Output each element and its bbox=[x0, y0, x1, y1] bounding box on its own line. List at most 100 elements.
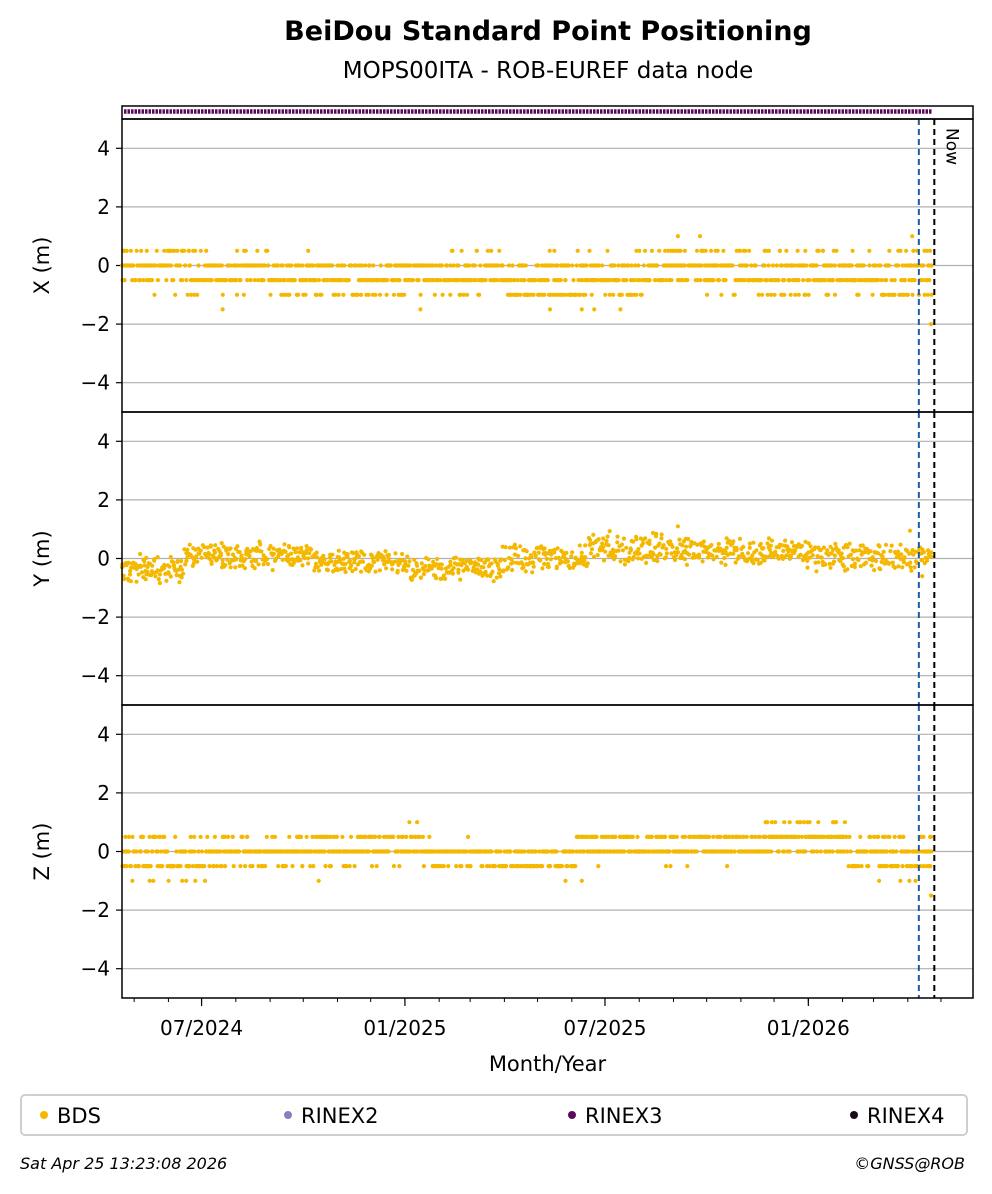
data-point-x bbox=[853, 278, 859, 283]
outlier-point-z bbox=[579, 878, 584, 883]
data-point-z bbox=[807, 820, 812, 825]
data-point-x bbox=[186, 248, 191, 253]
data-point-y bbox=[271, 551, 276, 557]
data-point-y bbox=[626, 559, 631, 564]
data-point-y bbox=[548, 557, 554, 562]
ytick-label-x: 4 bbox=[97, 136, 110, 160]
data-point-y bbox=[577, 543, 582, 548]
data-point-x bbox=[823, 278, 828, 283]
data-point-x bbox=[884, 278, 889, 283]
data-point-x bbox=[164, 278, 169, 283]
data-point-y bbox=[237, 549, 242, 555]
data-point-y bbox=[589, 547, 595, 552]
data-point-x bbox=[626, 263, 631, 268]
data-point-y bbox=[616, 548, 621, 553]
data-point-y bbox=[664, 551, 670, 556]
xtick-label: 01/2026 bbox=[767, 1016, 850, 1040]
data-point-y bbox=[624, 545, 629, 550]
data-point-z bbox=[238, 864, 243, 869]
data-point-z bbox=[489, 849, 494, 854]
data-point-y bbox=[258, 542, 263, 547]
data-point-x bbox=[904, 248, 909, 253]
data-point-y bbox=[773, 549, 778, 554]
data-point-z bbox=[668, 864, 673, 869]
data-point-x bbox=[649, 248, 655, 253]
data-point-x bbox=[765, 292, 770, 297]
data-point-z bbox=[240, 834, 245, 840]
data-point-y bbox=[289, 551, 294, 556]
data-point-z bbox=[308, 864, 313, 869]
data-point-y bbox=[209, 559, 214, 564]
data-point-y bbox=[453, 555, 458, 560]
data-point-z bbox=[145, 849, 150, 854]
data-point-y bbox=[823, 562, 828, 567]
data-point-y bbox=[536, 550, 541, 555]
data-point-z bbox=[548, 864, 553, 869]
data-point-z bbox=[174, 849, 179, 854]
data-point-y bbox=[538, 558, 543, 563]
data-point-x bbox=[669, 278, 674, 283]
data-point-x bbox=[509, 278, 514, 283]
data-point-x bbox=[506, 263, 512, 268]
data-point-z bbox=[738, 834, 743, 840]
data-point-y bbox=[845, 567, 850, 572]
data-point-y bbox=[620, 548, 626, 553]
data-point-x bbox=[397, 278, 402, 283]
data-point-y bbox=[202, 545, 207, 550]
data-point-y bbox=[892, 565, 898, 570]
data-point-y bbox=[443, 576, 448, 581]
data-point-y bbox=[709, 542, 714, 548]
data-point-x bbox=[636, 263, 641, 268]
data-point-y bbox=[337, 557, 342, 562]
data-point-z bbox=[787, 820, 792, 825]
data-point-y bbox=[332, 562, 337, 568]
data-point-x bbox=[764, 278, 769, 283]
xtick-label: 01/2025 bbox=[363, 1016, 446, 1040]
data-point-x bbox=[359, 263, 365, 268]
data-point-z bbox=[147, 878, 152, 883]
data-point-z bbox=[459, 864, 464, 869]
data-point-y bbox=[456, 567, 461, 572]
data-point-y bbox=[327, 555, 332, 560]
data-point-x bbox=[139, 248, 144, 253]
data-point-z bbox=[787, 849, 792, 854]
data-point-x bbox=[416, 278, 421, 283]
data-point-z bbox=[834, 820, 839, 825]
data-point-y bbox=[469, 560, 474, 565]
data-point-z bbox=[413, 834, 418, 840]
data-point-y bbox=[807, 555, 812, 560]
data-point-y bbox=[640, 541, 646, 546]
data-point-x bbox=[766, 263, 771, 268]
data-point-x bbox=[256, 278, 261, 283]
data-point-y bbox=[458, 577, 463, 582]
data-point-z bbox=[223, 864, 228, 869]
data-point-y bbox=[233, 565, 238, 570]
data-point-z bbox=[384, 834, 389, 840]
data-point-y bbox=[138, 564, 143, 569]
legend-marker-rinex3 bbox=[568, 1111, 576, 1119]
data-point-x bbox=[861, 263, 866, 268]
data-point-y bbox=[247, 554, 252, 559]
data-point-y bbox=[518, 544, 523, 549]
data-point-y bbox=[686, 536, 691, 542]
data-point-y bbox=[155, 555, 160, 560]
data-point-x bbox=[342, 263, 347, 268]
data-point-x bbox=[297, 263, 302, 268]
data-point-y bbox=[854, 548, 859, 553]
data-point-z bbox=[151, 878, 156, 883]
data-point-z bbox=[545, 849, 550, 854]
data-point-x bbox=[652, 278, 658, 283]
data-point-z bbox=[928, 864, 933, 869]
data-point-x bbox=[777, 248, 783, 253]
data-point-x bbox=[483, 278, 488, 283]
data-point-z bbox=[815, 849, 820, 854]
data-point-x bbox=[760, 292, 765, 297]
data-point-y bbox=[153, 574, 158, 579]
data-point-y bbox=[659, 536, 664, 541]
data-point-z bbox=[901, 834, 906, 840]
data-point-x bbox=[472, 263, 477, 268]
data-point-y bbox=[304, 544, 309, 549]
data-point-y bbox=[489, 561, 494, 566]
data-point-z bbox=[563, 878, 568, 883]
data-point-y bbox=[144, 555, 149, 561]
